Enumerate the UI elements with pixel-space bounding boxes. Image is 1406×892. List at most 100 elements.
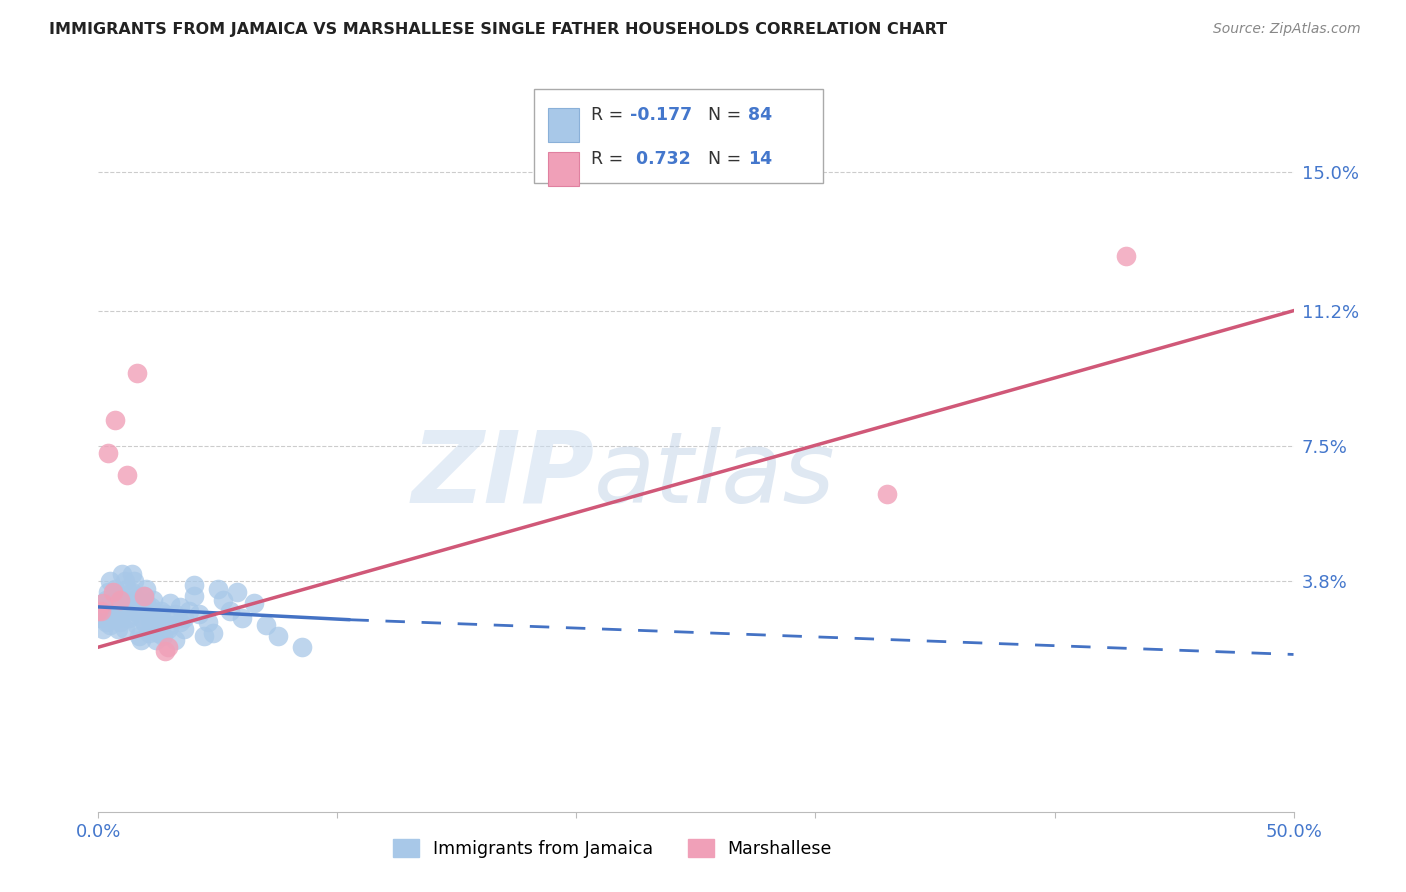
Point: [145, 618, 167, 632]
Point: [97, 446, 120, 460]
Point: [118, 611, 141, 625]
Point: [91, 596, 114, 610]
Point: [128, 629, 150, 643]
Point: [87, 603, 110, 617]
Point: [179, 603, 201, 617]
Point: [104, 596, 127, 610]
Point: [125, 592, 148, 607]
Point: [155, 644, 177, 658]
Point: [132, 615, 155, 629]
Point: [226, 585, 249, 599]
Point: [197, 615, 219, 629]
Point: [121, 585, 143, 599]
Point: [104, 582, 127, 596]
Point: [135, 596, 157, 610]
Point: [111, 567, 134, 582]
Point: [115, 468, 138, 483]
Point: [135, 582, 157, 596]
Point: [193, 629, 215, 643]
Point: [101, 592, 124, 607]
Point: [159, 596, 181, 610]
Point: [114, 622, 136, 636]
Point: [104, 607, 127, 622]
Point: [267, 629, 290, 643]
Point: [111, 592, 134, 607]
Point: [121, 567, 143, 582]
Point: [91, 596, 114, 610]
Point: [107, 589, 129, 603]
Text: 84: 84: [748, 106, 772, 124]
Point: [114, 574, 136, 589]
Point: [111, 607, 134, 622]
Point: [107, 622, 129, 636]
Point: [94, 615, 117, 629]
Point: [169, 599, 191, 614]
Point: [98, 618, 122, 632]
Point: [101, 585, 124, 599]
Point: [156, 622, 179, 636]
Text: atlas: atlas: [595, 426, 837, 524]
Point: [1115, 249, 1137, 263]
Text: ZIP: ZIP: [412, 426, 595, 524]
Point: [98, 599, 122, 614]
Point: [91, 622, 114, 636]
Point: [125, 366, 148, 380]
Point: [207, 582, 229, 596]
Point: [145, 632, 167, 647]
Point: [169, 615, 191, 629]
Point: [156, 640, 179, 655]
Point: [148, 611, 170, 625]
Point: [94, 592, 117, 607]
Text: 0.732: 0.732: [630, 151, 690, 169]
Point: [254, 618, 277, 632]
Point: [125, 618, 148, 632]
Point: [149, 603, 172, 617]
Point: [138, 607, 160, 622]
Text: Source: ZipAtlas.com: Source: ZipAtlas.com: [1213, 22, 1361, 37]
Point: [291, 640, 314, 655]
Text: R =: R =: [591, 106, 628, 124]
Point: [115, 599, 138, 614]
Point: [173, 622, 195, 636]
Text: N =: N =: [697, 106, 747, 124]
Point: [243, 596, 266, 610]
Point: [97, 607, 120, 622]
Point: [108, 592, 131, 607]
Point: [148, 625, 170, 640]
Point: [132, 589, 155, 603]
Point: [183, 578, 205, 592]
Point: [211, 592, 233, 607]
Point: [104, 413, 127, 427]
Text: IMMIGRANTS FROM JAMAICA VS MARSHALLESE SINGLE FATHER HOUSEHOLDS CORRELATION CHAR: IMMIGRANTS FROM JAMAICA VS MARSHALLESE S…: [49, 22, 948, 37]
Point: [152, 629, 174, 643]
Point: [152, 615, 174, 629]
Legend: Immigrants from Jamaica, Marshallese: Immigrants from Jamaica, Marshallese: [392, 839, 832, 858]
Point: [101, 611, 124, 625]
Point: [183, 589, 205, 603]
Point: [124, 603, 146, 617]
Point: [219, 603, 242, 617]
Point: [118, 592, 141, 607]
Text: 14: 14: [748, 151, 772, 169]
Point: [132, 589, 155, 603]
Point: [231, 611, 253, 625]
Point: [101, 603, 124, 617]
Point: [163, 632, 186, 647]
Point: [142, 607, 165, 622]
Point: [138, 625, 160, 640]
Point: [90, 611, 112, 625]
Point: [98, 574, 122, 589]
Point: [107, 611, 129, 625]
Text: -0.177: -0.177: [630, 106, 692, 124]
Point: [90, 603, 112, 617]
Point: [142, 592, 165, 607]
Point: [90, 603, 112, 617]
Point: [108, 599, 131, 614]
Point: [128, 599, 150, 614]
Point: [131, 611, 153, 625]
Point: [124, 574, 146, 589]
Point: [876, 486, 898, 500]
Point: [115, 582, 138, 596]
Point: [202, 625, 225, 640]
Point: [108, 615, 131, 629]
